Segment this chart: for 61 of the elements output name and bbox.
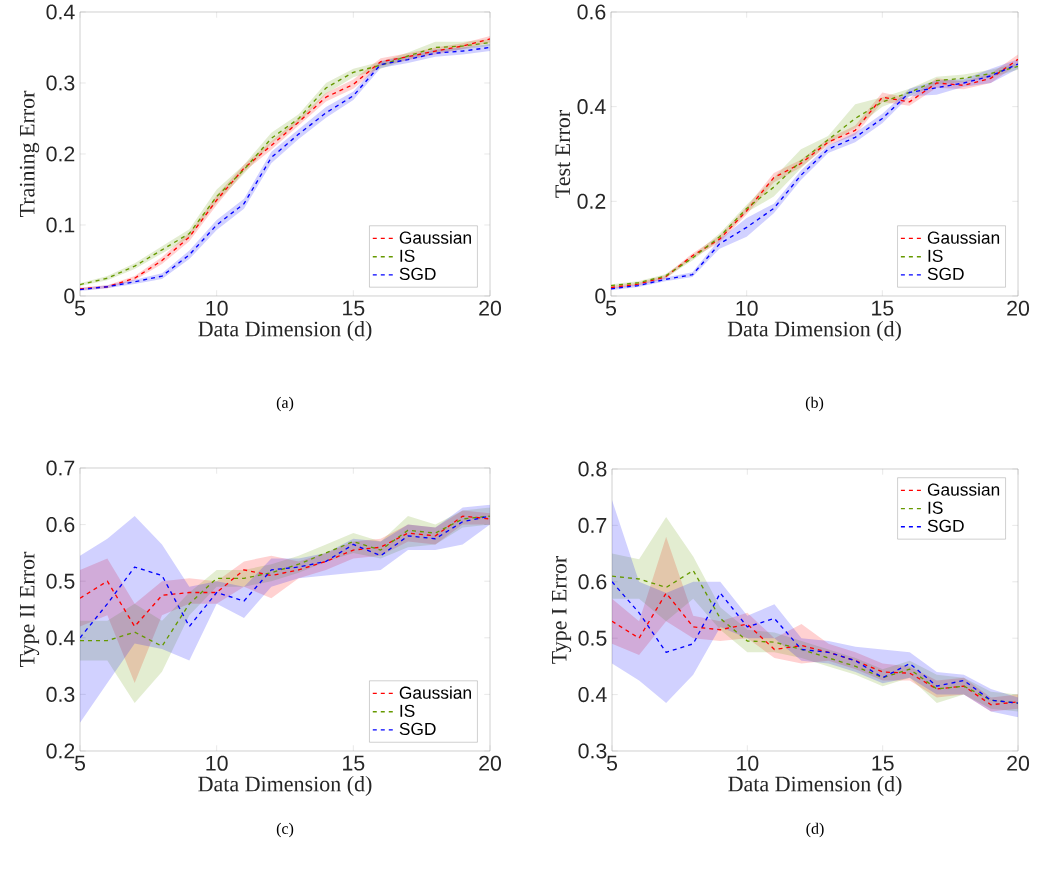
y-tick-label: 0.4 [578,687,607,703]
y-tick-label: 0.2 [577,193,606,209]
y-tick-label: 0.7 [578,517,607,533]
x-tick-label: 10 [736,300,758,316]
legend-label: SGD [927,267,964,281]
y-tick-label: 0.6 [577,4,606,20]
y-axis-title: Test Error [555,110,571,198]
x-tick-label: 5 [605,300,617,316]
x-tick-label: 20 [1007,755,1030,771]
y-tick-label: 0.6 [46,517,75,533]
text: (d) [806,822,824,838]
text: (c) [276,822,294,838]
y-axis-title: Type II Error [19,551,40,667]
y-tick-label: 0.2 [46,146,75,162]
y-tick-label: 0.3 [46,75,75,91]
y-tick-label: 0.5 [578,630,607,646]
x-axis-title: Data Dimension (d) [727,320,901,341]
x-tick-label: 10 [206,755,228,771]
x-tick-label: 15 [343,755,365,771]
x-tick-label: 5 [74,755,86,771]
y-tick-label: 0.2 [46,743,75,759]
y-tick-label: 0.4 [46,630,75,646]
x-tick-label: 10 [737,755,759,771]
y-tick-label: 0 [595,288,606,304]
y-axis-title: Training Error [19,90,40,218]
y-tick-label: 0.7 [46,460,75,476]
legend-label: SGD [399,722,436,736]
legend-label: SGD [399,267,436,281]
legend-label: Gaussian [927,483,1000,496]
x-tick-label: 15 [343,300,365,316]
y-tick-label: 0.3 [578,743,607,759]
y-tick-label: 0.1 [46,217,75,233]
y-tick-label: 0.5 [46,573,75,589]
y-tick-label: 0.8 [578,461,607,477]
x-tick-label: 5 [74,300,86,316]
x-tick-label: 20 [479,300,502,316]
legend-label: IS [928,249,943,262]
x-tick-label: 20 [1007,300,1030,316]
x-axis-title: Data Dimension (d) [728,775,902,796]
text: (b) [805,396,824,412]
y-tick-label: 0.6 [578,574,607,590]
legend-label: Gaussian [399,686,471,699]
legend-label: IS [928,501,943,514]
x-axis-title: Data Dimension (d) [198,320,372,341]
y-tick-label: 0 [64,288,75,304]
text: (a) [276,396,294,412]
legend-label: IS [400,704,415,717]
x-tick-label: 10 [206,300,228,316]
x-tick-label: 5 [606,755,618,771]
y-tick-label: 0.4 [577,99,606,115]
x-axis-title: Data Dimension (d) [198,775,372,796]
x-tick-label: 15 [872,300,894,316]
x-tick-label: 20 [479,755,502,771]
x-tick-label: 15 [872,755,894,771]
legend-label: Gaussian [399,231,471,244]
y-axis-title: Type I Error [552,555,572,664]
y-tick-label: 0.4 [46,4,75,20]
y-tick-label: 0.3 [46,686,75,702]
legend-label: SGD [927,519,964,532]
legend-label: IS [400,249,415,262]
legend-label: Gaussian [927,231,1000,244]
